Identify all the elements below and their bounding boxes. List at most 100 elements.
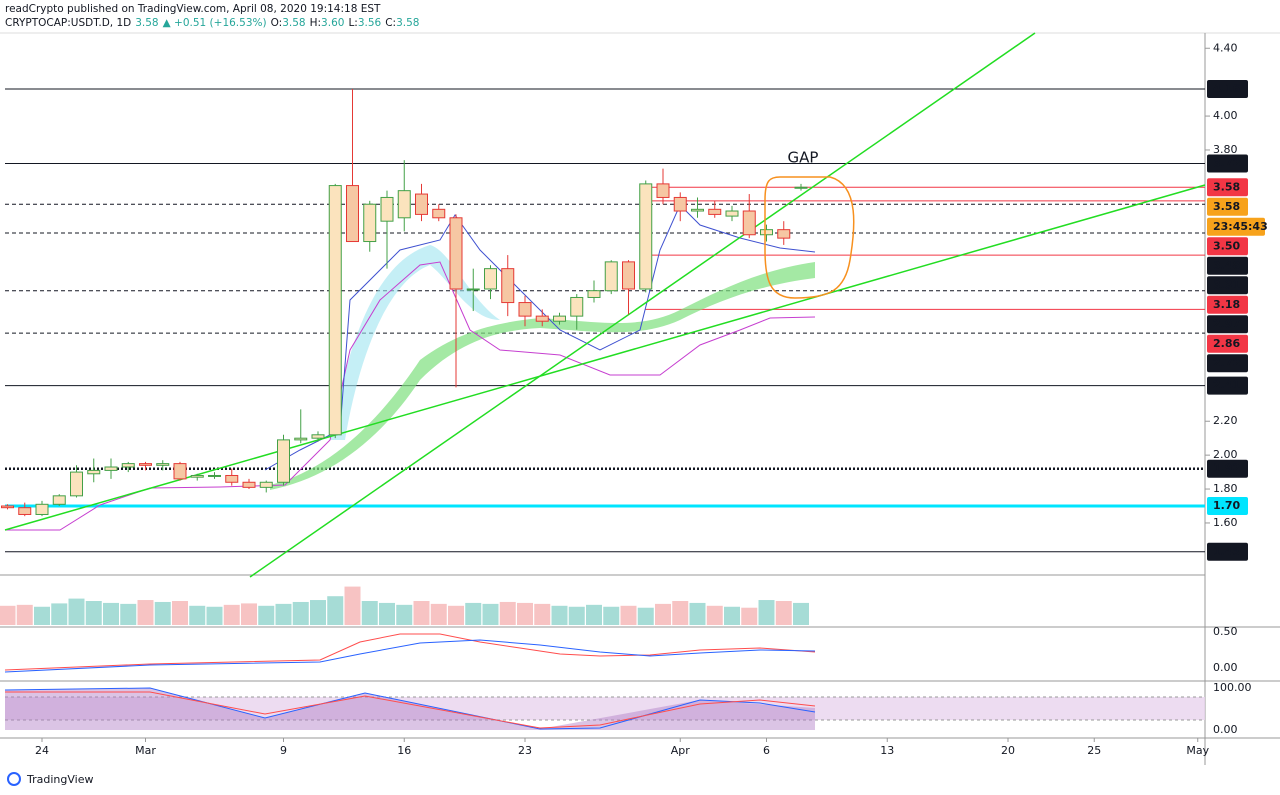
volume-bar <box>120 603 137 625</box>
header-value: 3.58 <box>396 17 419 29</box>
x-tick-label: 6 <box>763 744 770 757</box>
volume-bar <box>517 602 533 625</box>
y-tick-label: 1.60 <box>1213 516 1238 529</box>
candle-body <box>760 229 773 236</box>
volume-bar <box>258 605 275 625</box>
volume-bar <box>206 606 223 625</box>
volume-bar <box>344 586 361 625</box>
volume-bar <box>499 601 516 625</box>
candle-body <box>173 463 187 480</box>
candle-body <box>1 505 14 509</box>
candle-body <box>259 481 273 488</box>
candle-body <box>242 481 256 488</box>
volume-bar <box>34 606 50 625</box>
candle-body <box>535 315 549 322</box>
volume-bar <box>482 603 499 625</box>
candle-body <box>156 463 170 466</box>
stoch-band <box>5 697 1205 720</box>
volume-bar <box>724 606 740 625</box>
candle-body <box>18 507 32 515</box>
candle-body <box>139 463 152 466</box>
candle-body <box>104 466 118 471</box>
volume-bar <box>413 601 430 625</box>
candle-body <box>794 186 808 189</box>
candle-body <box>52 495 66 505</box>
candle-body <box>225 474 239 483</box>
candle-body <box>622 261 635 290</box>
candle-body <box>397 190 411 219</box>
volume-bar <box>448 605 464 625</box>
volume-bar <box>775 601 792 625</box>
candle-body <box>604 261 618 292</box>
x-tick-label: Apr <box>671 744 691 757</box>
level-label-box <box>1207 542 1248 561</box>
level-label-box <box>1207 79 1248 98</box>
level-label-box <box>1207 354 1248 373</box>
candle-body <box>587 290 601 298</box>
header-value: ▲ +0.51 (+16.53%) <box>163 17 267 29</box>
stoch-d <box>5 691 816 729</box>
volume-bar <box>51 603 68 625</box>
volume-bar <box>154 601 171 625</box>
stoch-tick: 100.00 <box>1213 681 1252 694</box>
level-label: 3.31 <box>1213 278 1240 291</box>
candle-body <box>277 439 290 483</box>
level-label-box <box>1207 197 1248 216</box>
volume-bar <box>292 601 309 625</box>
stoch-k <box>4 687 816 730</box>
volume-bar <box>0 605 16 625</box>
macd-tick: 0.50 <box>1213 625 1238 638</box>
x-tick-label: 20 <box>1001 744 1015 757</box>
x-tick-label: May <box>1186 744 1209 757</box>
candle-body <box>673 196 687 212</box>
volume-bar <box>137 600 154 625</box>
level-label: 3.50 <box>1213 239 1240 252</box>
header-value: 3.60 <box>321 17 344 29</box>
candle-body <box>553 315 566 322</box>
candle-body <box>501 268 515 304</box>
header-value: 3.56 <box>358 17 382 29</box>
ma-line <box>264 204 816 471</box>
y-tick-label: 4.00 <box>1213 109 1238 122</box>
candle-body <box>121 463 135 468</box>
x-tick-label: 9 <box>280 744 287 757</box>
volume-bar <box>637 607 654 625</box>
annotation: GAP <box>788 149 819 167</box>
volume-bar <box>655 603 671 625</box>
volume-bar <box>793 602 809 625</box>
macd-tick: 0.00 <box>1213 661 1238 674</box>
volume-bar <box>758 600 775 625</box>
level-label: 2.72 <box>1213 356 1240 369</box>
level-label-box <box>1207 154 1248 173</box>
volume-bar <box>379 602 395 625</box>
x-tick-label: Mar <box>135 744 156 757</box>
level-label: 1.92 <box>1213 462 1240 475</box>
ribbon <box>330 245 500 440</box>
volume-bar <box>689 602 706 625</box>
level-label: 3.58 <box>1213 200 1240 213</box>
macd-signal <box>4 633 816 671</box>
countdown-box <box>1207 217 1265 236</box>
level-label: 2.97 <box>1213 317 1240 330</box>
stoch-fill <box>5 688 815 730</box>
candle-body <box>294 437 308 441</box>
candle-body <box>380 196 394 222</box>
candle-body <box>190 474 204 478</box>
volume-bar <box>568 606 585 625</box>
candle-body <box>449 217 463 290</box>
candle-body <box>70 471 83 497</box>
x-tick-label: 16 <box>397 744 411 757</box>
level-label-box <box>1207 276 1248 295</box>
trendline <box>249 32 1036 578</box>
level-label-box <box>1207 376 1248 395</box>
candle-body <box>346 185 359 243</box>
ribbon <box>270 262 815 490</box>
volume-bar <box>103 602 119 625</box>
volume-bar <box>16 604 33 625</box>
symbol: CRYPTOCAP:USDT.D, 1D 3.58 ▲ +0.51 (+16.53%… <box>5 17 419 29</box>
candle-body <box>570 296 584 317</box>
x-tick-label: 23 <box>518 744 532 757</box>
y-tick-label: 2.00 <box>1213 448 1238 461</box>
candle-body <box>656 183 670 198</box>
y-tick-label: 4.40 <box>1213 41 1238 54</box>
